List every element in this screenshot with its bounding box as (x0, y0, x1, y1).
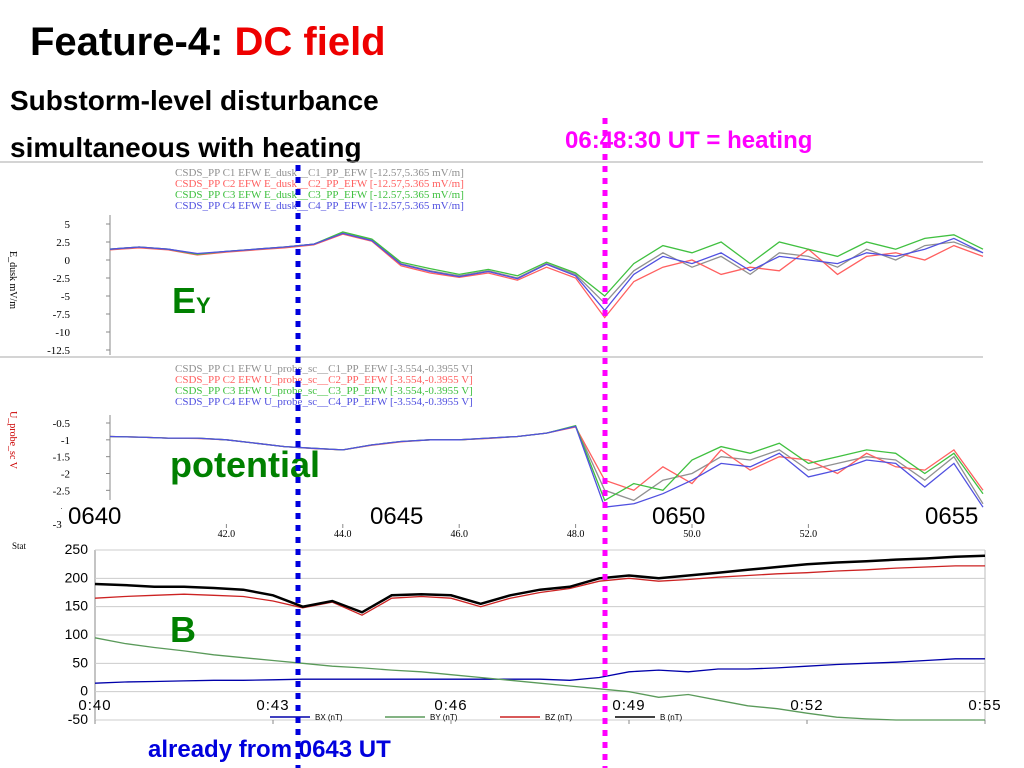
legend-entry: B (nT) (660, 713, 683, 722)
legend-entry: CSDS_PP C1 EFW U_probe_sc__C1_PP_EFW [-3… (175, 363, 473, 375)
ey-label: EY (172, 280, 211, 321)
x-tick-label: 42.0 (218, 529, 236, 540)
x-tick-label: 44.0 (334, 529, 352, 540)
legend-entry: CSDS_PP C3 EFW U_probe_sc__C3_PP_EFW [-3… (175, 385, 473, 397)
heating-note: 06:48:30 UT = heating (565, 127, 812, 154)
title-text: Feature-4: (30, 20, 235, 64)
y-tick-label: -10 (55, 327, 70, 339)
y-tick-label: -2.5 (53, 273, 71, 285)
y-tick-label: -12.5 (47, 345, 70, 357)
y-axis-label: U_probe_sc V (7, 411, 18, 470)
y-axis-label: Stat (12, 541, 27, 551)
legend-entry: BY (nT) (430, 713, 458, 722)
x-tick-label: 48.0 (567, 529, 585, 540)
time-label: 0655 (925, 503, 978, 530)
x-tick-label: 0:46 (434, 697, 467, 714)
x-tick-label: 0:49 (612, 697, 645, 714)
legend-entry: BZ (nT) (545, 713, 572, 722)
y-tick-label: -7.5 (53, 309, 71, 321)
y-tick-label: -2.5 (53, 485, 71, 497)
legend-entry: CSDS_PP C1 EFW E_dusk__C1_PP_EFW [-12.57… (175, 167, 464, 179)
subtitle: simultaneous with heating (10, 132, 362, 163)
legend-entry: CSDS_PP C4 EFW E_dusk__C4_PP_EFW [-12.57… (175, 200, 464, 212)
title-highlight: DC field (235, 20, 386, 64)
series-line (109, 425, 984, 508)
time-label: 0650 (652, 503, 705, 530)
x-tick-label: 0:55 (968, 697, 1001, 714)
series-line (94, 565, 985, 616)
legend-entry: CSDS_PP C2 EFW E_dusk__C2_PP_EFW [-12.57… (175, 178, 464, 190)
series-line (94, 554, 986, 614)
y-tick-label: 100 (65, 626, 89, 642)
y-tick-label: -1.5 (53, 452, 71, 464)
ey-sub: Y (196, 293, 211, 318)
x-tick-label: 52.0 (800, 529, 818, 540)
series-line (109, 233, 984, 319)
series-line (109, 232, 984, 312)
legend-entry: CSDS_PP C4 EFW U_probe_sc__C4_PP_EFW [-3… (175, 396, 473, 408)
label-bg (62, 500, 144, 528)
series-line (94, 637, 985, 721)
slide-title: Feature-4: DC field (30, 20, 386, 64)
b-label: B (170, 609, 196, 650)
y-tick-label: -0.5 (53, 418, 71, 430)
x-tick-label: 50.0 (683, 529, 701, 540)
potential-label: potential (170, 444, 320, 485)
legend-entry: CSDS_PP C2 EFW U_probe_sc__C2_PP_EFW [-3… (175, 374, 473, 386)
y-tick-label: 200 (65, 569, 89, 585)
y-tick-label: 250 (65, 541, 89, 557)
x-tick-label: 0:40 (78, 697, 111, 714)
x-tick-label: 46.0 (450, 529, 468, 540)
y-tick-label: -1 (61, 435, 70, 447)
y-tick-label: -2 (61, 469, 70, 481)
y-tick-label: 50 (72, 654, 88, 670)
ey-main: E (172, 280, 196, 321)
charts: E_dusk mV/m52.50-2.5-5-7.5-10-12.5CSDS_P… (7, 167, 1001, 727)
y-tick-label: 5 (65, 219, 71, 231)
subtitle: Substorm-level disturbance (10, 85, 379, 116)
x-tick-label: 0:52 (790, 697, 823, 714)
time-label: 0645 (370, 503, 423, 530)
y-tick-label: -50 (68, 711, 88, 727)
y-tick-label: 0 (80, 683, 88, 699)
onset-note: already from 0643 UT (148, 736, 391, 763)
time-label: 0640 (68, 503, 121, 530)
legend-entry: CSDS_PP C3 EFW E_dusk__C3_PP_EFW [-12.57… (175, 189, 464, 201)
legend-entry: BX (nT) (315, 713, 343, 722)
y-tick-label: 2.5 (56, 237, 70, 249)
series-line (94, 658, 985, 684)
y-tick-label: 0 (65, 255, 71, 267)
x-tick-label: 0:43 (256, 697, 289, 714)
y-axis-label: E_dusk mV/m (7, 251, 18, 309)
y-tick-label: -5 (61, 291, 71, 303)
y-tick-label: 150 (65, 598, 89, 614)
